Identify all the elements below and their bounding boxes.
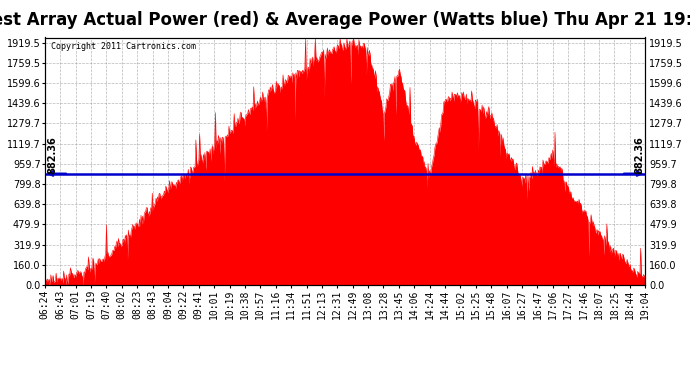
Text: 882.36: 882.36 [634, 136, 644, 174]
Text: Copyright 2011 Cartronics.com: Copyright 2011 Cartronics.com [51, 42, 196, 51]
Text: West Array Actual Power (red) & Average Power (Watts blue) Thu Apr 21 19:06: West Array Actual Power (red) & Average … [0, 11, 690, 29]
Text: 882.36: 882.36 [48, 136, 58, 174]
